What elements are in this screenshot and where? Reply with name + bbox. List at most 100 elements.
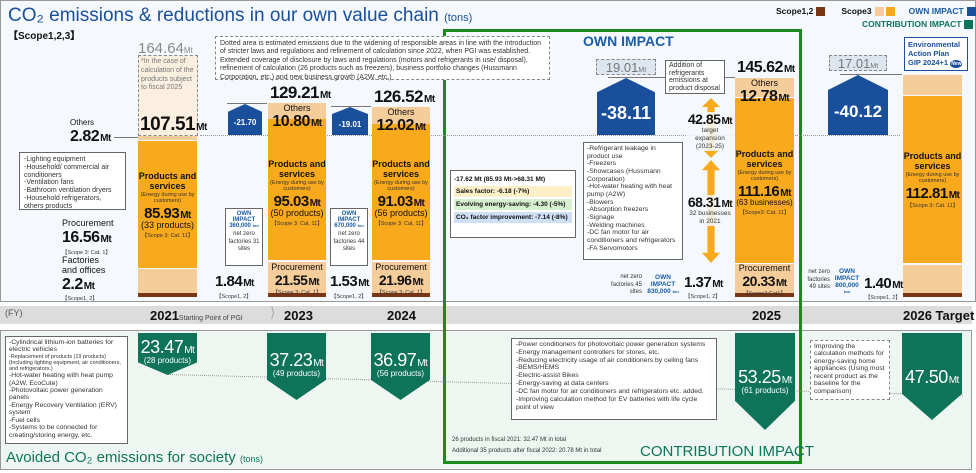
list-item: -Refrigerant leakage in product use xyxy=(587,145,656,160)
unit: Mt xyxy=(184,345,195,356)
footnote-2: Additional 35 products after fiscal 2022… xyxy=(452,448,602,454)
others-label-2021: Others xyxy=(70,118,95,127)
value: 1.40 xyxy=(864,275,892,292)
unit: Mt xyxy=(721,116,733,127)
own-unit: ton xyxy=(357,223,364,228)
unit: Mt xyxy=(313,358,324,369)
value: 126.52 xyxy=(374,87,424,106)
value: 16.56 xyxy=(62,229,100,246)
list-item: -Replacement of products (19 products) (… xyxy=(9,353,121,373)
value: 2.2 xyxy=(62,276,83,293)
scope: 【Scope3: Cat. 11】 xyxy=(739,209,790,216)
unit: Mt xyxy=(100,234,112,245)
value: 12.02 xyxy=(376,116,414,134)
list-item: -Blowers xyxy=(587,198,614,206)
fy-2021: 2021Starting Point of PGI xyxy=(150,308,243,323)
reduction-arrow-2026: -40.12 xyxy=(828,75,888,135)
bar-2021-scope12 xyxy=(138,293,197,297)
count: (56 products) xyxy=(376,369,425,378)
bar-2023-others xyxy=(268,103,326,119)
own-label: OWN IMPACT xyxy=(232,211,256,223)
co2-factor: CO₂ factor improvement: -7.14 (-8%) xyxy=(454,212,572,223)
own-value: 800,000 xyxy=(835,282,859,289)
list-item: -Welding machines xyxy=(587,221,645,229)
factories-scope-2021: 【Scope1, 2】 xyxy=(62,296,98,302)
value: 112.81 xyxy=(905,184,949,202)
products-label-2023: Products and services (Energy during use… xyxy=(268,159,326,227)
value: 2.82 xyxy=(70,128,100,145)
list-item: -Energy management controllers for store… xyxy=(516,348,660,356)
sales-factor: Sales factor: -6.18 (-7%) xyxy=(454,186,572,197)
own-unit: ton xyxy=(252,223,259,228)
netzero: net zero factories 31 sites xyxy=(228,231,260,252)
new-badge: New xyxy=(950,60,963,68)
unit: Mt xyxy=(417,358,428,369)
unit: Mt xyxy=(424,94,435,105)
unit: Mt xyxy=(196,122,207,133)
factor-summary: -17.62 Mt (85.93 Mt->68.31 Mt) xyxy=(454,176,546,183)
fiscal-year-bar xyxy=(0,306,972,324)
netzero: net zero factories 44 sites xyxy=(333,231,365,252)
bar-2021-procurement xyxy=(138,269,197,293)
title: Products and services xyxy=(903,151,962,171)
title: Products and services xyxy=(268,159,326,179)
bar-2026-scope12 xyxy=(903,293,962,297)
scope12-label-2026: 【Scope1, 2】 xyxy=(865,295,901,301)
estimate-note: Dotted area is estimated emissions due t… xyxy=(215,36,550,81)
unit: Mt xyxy=(309,197,321,209)
unit: Mt xyxy=(310,117,322,129)
title-text: CO₂ emissions & reductions in our own va… xyxy=(8,5,439,26)
leader-line xyxy=(227,103,267,104)
bar-2024-products xyxy=(372,124,430,260)
fy-2023: 2023 xyxy=(284,308,313,323)
value: 111.16 xyxy=(738,182,780,200)
value: 95.03 xyxy=(273,192,310,210)
label: Procurement xyxy=(375,262,427,272)
value: 91.03 xyxy=(377,192,414,210)
own-swatch xyxy=(966,6,976,16)
value: 20.33 xyxy=(742,272,775,289)
legend-scope12: Scope1,2 xyxy=(776,6,814,16)
fy-2024: 2024 xyxy=(387,308,416,323)
scope: 【Scope 3: Cat. 11】 xyxy=(141,232,194,239)
list-item: -Signage xyxy=(587,214,615,222)
label: Procurement xyxy=(738,263,791,273)
procurement-label-2021: Procurement xyxy=(62,218,114,228)
others-2021: 2.82Mt xyxy=(70,129,111,145)
scope: 【Scope 3: Cat. 11】 xyxy=(271,220,323,227)
gip-badge: Environmental Action Plan GIP 2024+1 New xyxy=(904,37,968,71)
scope12-2026: 1.40Mt xyxy=(864,276,903,291)
value: 12.78 xyxy=(739,87,778,105)
value: 47.50 xyxy=(905,367,948,387)
unit: Mt xyxy=(712,279,723,290)
list-item: -Lighting equipment xyxy=(24,156,86,163)
total-2021: 107.51Mt xyxy=(140,115,207,134)
unit: Mt xyxy=(414,121,426,133)
value: 36.97 xyxy=(373,350,417,370)
procurement-label-2023: Procurement 21.55Mt 【Scope 3: Cat. 1】 xyxy=(268,262,326,296)
count: (28 products) xyxy=(143,356,192,365)
list-item: -Energy Recovery Ventilation (ERV) syste… xyxy=(9,401,117,417)
year: 2021 xyxy=(150,308,179,323)
sub: (Energy during use by customers) xyxy=(374,179,428,192)
bar-2023-products xyxy=(268,119,326,260)
value: 21.96 xyxy=(378,271,412,288)
unit: Mt xyxy=(320,90,331,101)
unit: Mt xyxy=(783,64,795,75)
sub: (Energy during use by customers) xyxy=(737,169,792,182)
scope: 【Scope 3: Cat. 11】 xyxy=(906,202,959,209)
note-2026: Improving the calculation methods for en… xyxy=(810,340,890,400)
factories-label-2021: Factories and offices xyxy=(62,255,106,275)
bar-2026-products xyxy=(903,96,962,263)
page-title: CO₂ emissions & reductions in our own va… xyxy=(8,5,472,27)
list-item: -Cylindrical lithium-ion batteries for e… xyxy=(9,339,114,354)
own-unit: ton xyxy=(843,289,851,294)
value: 17.01 xyxy=(837,56,871,71)
unit: Mt xyxy=(83,281,95,292)
label: target expansion (2023-25) xyxy=(695,127,725,151)
list-item: -Hot-water heating with heat pump (A2W) xyxy=(587,183,673,199)
base-label: 68.31Mt 32 businesses in 2021 xyxy=(686,195,734,227)
own-value: 360,000 xyxy=(229,223,251,229)
unit: Mt xyxy=(412,276,424,288)
contribution-swatch xyxy=(964,19,974,29)
